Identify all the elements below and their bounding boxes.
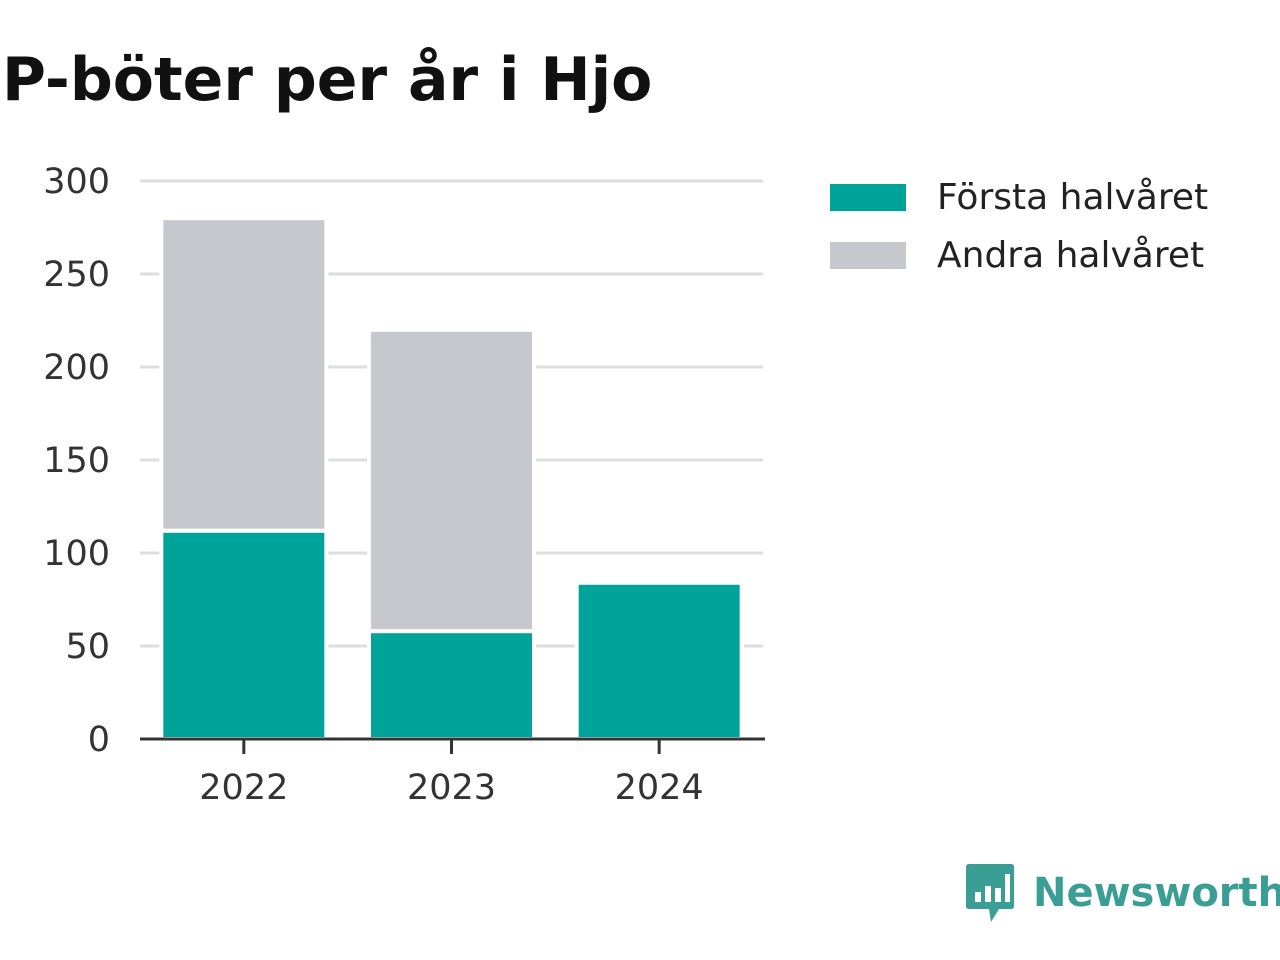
logo-bar-4: [1005, 874, 1010, 902]
y-tick-label-150: 150: [43, 441, 110, 481]
legend-swatch-first-half: [830, 183, 906, 211]
x-tick-label-2024: 2024: [615, 768, 704, 808]
logo-bar-3: [995, 888, 1001, 902]
legend-label-first-half: Första halvåret: [937, 176, 1209, 218]
y-tick-label-200: 200: [43, 348, 110, 388]
chart-title: P-böter per år i Hjo: [2, 45, 653, 115]
bar-2023-series-1: [367, 629, 536, 741]
legend-swatch-second-half: [830, 241, 906, 269]
bar-2023-series-2: [367, 327, 536, 634]
y-tick-label-50: 50: [65, 627, 110, 667]
bar-2024-series-1: [574, 580, 744, 742]
legend-label-second-half: Andra halvåret: [937, 234, 1205, 276]
bar-2022-series-1: [159, 528, 329, 741]
x-tick-label-2022: 2022: [199, 768, 288, 808]
logo-bar-2: [985, 886, 991, 902]
x-tick-label-2023: 2023: [407, 768, 496, 808]
brand-logo: Newsworthy: [965, 862, 1280, 924]
bar-2022-series-2: [159, 216, 329, 533]
newsworthy-logo-icon: [966, 864, 1014, 922]
stacked-bar-chart: 0 50 100 150 200 250 300 2022 2023 2024: [43, 162, 765, 808]
logo-bar-1: [975, 892, 981, 902]
legend: Första halvåret Andra halvåret: [830, 176, 1209, 294]
legend-item-first-half: Första halvåret: [830, 176, 1209, 218]
y-tick-label-100: 100: [43, 534, 110, 574]
y-tick-label-250: 250: [43, 255, 110, 295]
y-tick-label-0: 0: [88, 720, 110, 760]
y-tick-label-300: 300: [43, 162, 110, 202]
legend-item-second-half: Andra halvåret: [830, 234, 1208, 276]
brand-name: Newsworthy: [1033, 870, 1280, 916]
